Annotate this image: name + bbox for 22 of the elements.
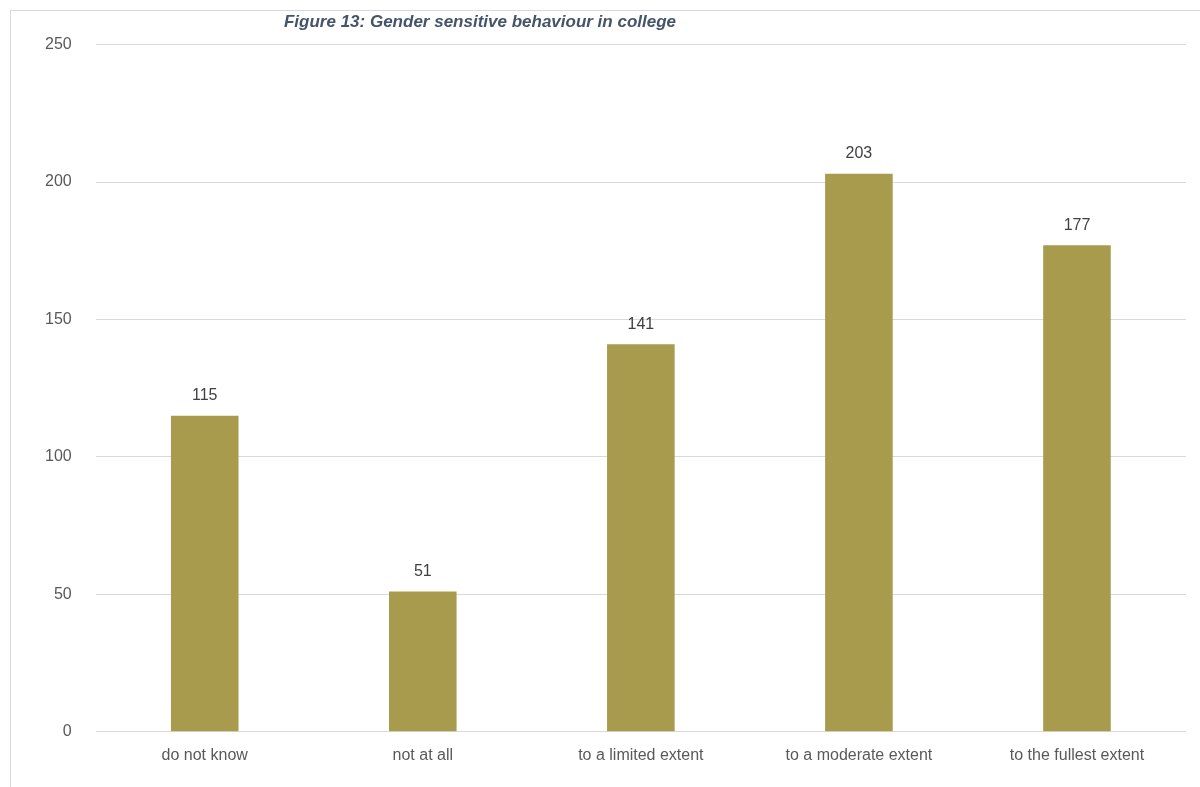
y-tick-label: 150: [44, 309, 72, 327]
data-label: 203: [845, 144, 873, 162]
x-tick-label: not at all: [392, 745, 454, 763]
x-tick-label: to the fullest extent: [1009, 745, 1145, 763]
data-label: 51: [413, 562, 432, 580]
y-tick-label: 250: [44, 35, 72, 53]
x-tick-label: to a moderate extent: [785, 745, 933, 763]
chart-title: Figure 13: Gender sensitive behaviour in college: [282, 12, 678, 32]
y-tick-label: 0: [62, 722, 72, 740]
bar: [607, 344, 675, 732]
x-tick-label: do not know: [161, 745, 249, 763]
bar: [825, 173, 893, 732]
data-label: 141: [627, 314, 655, 332]
bar: [388, 591, 457, 732]
y-tick-label: 50: [53, 584, 72, 602]
bar: [1043, 245, 1111, 732]
bar: [170, 415, 239, 732]
y-tick-label: 100: [44, 447, 72, 465]
data-label: 177: [1063, 215, 1091, 233]
y-tick-label: 200: [44, 172, 72, 190]
x-tick-label: to a limited extent: [578, 745, 705, 763]
data-label: 115: [191, 386, 218, 404]
